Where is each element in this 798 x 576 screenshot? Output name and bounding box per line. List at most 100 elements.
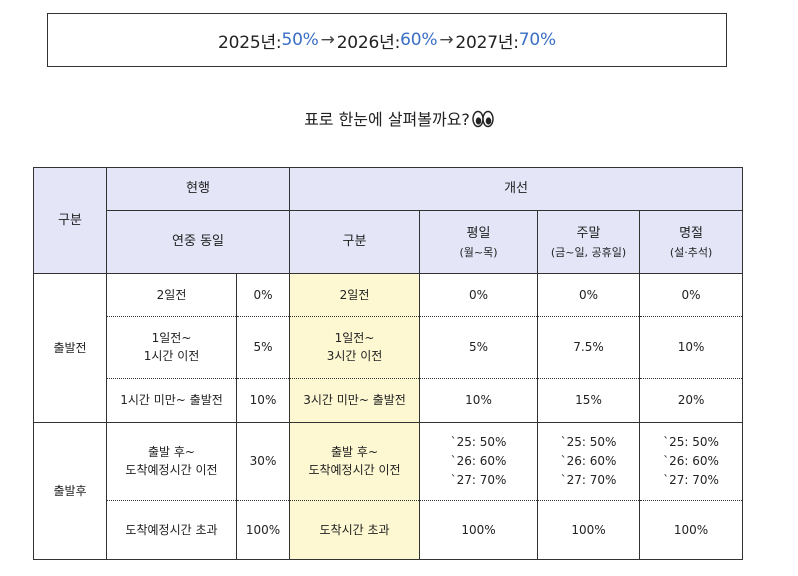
- weekend-fee: 0%: [537, 273, 641, 318]
- weekend-fee: 7.5%: [537, 316, 641, 379]
- weekday-fee-line-1: 5%: [468, 340, 489, 355]
- improved-period-line-1: 1일전~: [334, 330, 375, 345]
- improved-period: 도착시간 초과: [289, 499, 421, 561]
- weekend-fee: 15%: [537, 377, 641, 423]
- header-current: 현행: [105, 166, 291, 212]
- header-row-1: 구분 현행 개선: [33, 166, 744, 275]
- current-fee-line-1: 30%: [249, 453, 277, 468]
- header-holiday-sub: (설·추석): [669, 245, 713, 259]
- current-fee-line-1: 100%: [245, 522, 281, 537]
- header-weekend-sub: (금~일, 공휴일): [550, 245, 627, 259]
- table-row: 출발전 2일전 0% 2일전 0% 0% 0%: [33, 273, 744, 423]
- weekend-fee-line-2: `26: 60%: [560, 453, 617, 468]
- header-current-sub: 연중 동일: [105, 210, 291, 275]
- holiday-fee: 20%: [639, 377, 744, 423]
- current-period-line-1: 1일전~: [151, 330, 192, 345]
- summary-2026-value: 60%: [400, 30, 438, 50]
- summary-arrow-1: →: [320, 30, 335, 50]
- current-fee-line-1: 0%: [253, 288, 273, 303]
- table-row: 1시간 미만~ 출발전 10% 3시간 미만~ 출발전 10% 15% 20%: [34, 377, 744, 423]
- weekend-fee: `25: 50% `26: 60% `27: 70%: [537, 421, 641, 501]
- current-period: 1시간 미만~ 출발전: [106, 377, 237, 423]
- current-fee-line-1: 5%: [253, 340, 273, 355]
- weekday-fee-line-2: `26: 60%: [450, 453, 507, 468]
- holiday-fee-line-1: 0%: [681, 288, 701, 303]
- summary-2025-value: 50%: [281, 30, 319, 50]
- holiday-fee-line-2: `26: 60%: [663, 453, 719, 468]
- weekday-fee: `25: 50% `26: 60% `27: 70%: [419, 421, 539, 501]
- holiday-fee-line-1: 10%: [677, 340, 705, 355]
- current-period-line-2: 도착예정시간 이전: [125, 463, 218, 478]
- current-period-line-1: 1시간 미만~ 출발전: [120, 392, 223, 407]
- weekend-fee-line-1: 7.5%: [573, 340, 604, 355]
- header-improved: 개선: [289, 166, 744, 212]
- current-period: 도착예정시간 초과: [106, 499, 237, 561]
- improved-period: 3시간 미만~ 출발전: [289, 377, 421, 423]
- header-category: 구분: [33, 166, 107, 275]
- current-period: 1일전~ 1시간 이전: [106, 316, 237, 379]
- header-holiday: 명절 (설·추석): [639, 210, 744, 275]
- improved-period: 출발 후~ 도착예정시간 이전: [289, 421, 421, 501]
- improved-period-line-1: 2일전: [339, 288, 370, 303]
- header-weekday-label: 평일: [466, 225, 491, 241]
- summary-box: 2025년: 50% → 2026년: 60% → 2027년: 70%: [47, 13, 727, 67]
- improved-period-line-2: 3시간 이전: [326, 349, 383, 364]
- summary-2026-label: 2026년:: [336, 32, 401, 53]
- holiday-fee: 10%: [639, 316, 744, 379]
- weekend-fee-line-1: 100%: [571, 522, 606, 537]
- summary-arrow-2: →: [439, 30, 454, 50]
- holiday-fee-line-3: `27: 70%: [663, 472, 719, 487]
- weekday-fee: 100%: [419, 499, 539, 561]
- weekday-fee-line-1: 100%: [461, 522, 496, 537]
- weekday-fee-line-3: `27: 70%: [450, 472, 507, 487]
- holiday-fee: `25: 50% `26: 60% `27: 70%: [639, 421, 744, 501]
- weekday-fee-line-1: 0%: [468, 288, 489, 303]
- current-period-line-2: 1시간 이전: [143, 349, 200, 364]
- improved-period-line-1: 3시간 미만~ 출발전: [303, 392, 406, 407]
- summary-2027-label: 2027년:: [455, 32, 519, 53]
- weekend-fee-line-1: 15%: [575, 392, 602, 407]
- header-row-2: 연중 동일 구분 평일 (월~목) 주말 (금~일, 공휴일) 명절 (설·추석…: [34, 210, 744, 275]
- current-period: 2일전: [106, 273, 237, 318]
- eyes-emoji-icon: [472, 110, 494, 128]
- weekend-fee-line-1: `25: 50%: [560, 435, 617, 450]
- holiday-fee: 0%: [639, 273, 744, 318]
- current-fee: 5%: [235, 316, 291, 379]
- current-period-line-1: 도착예정시간 초과: [125, 522, 218, 537]
- header-weekday: 평일 (월~목): [419, 210, 539, 275]
- current-fee: 10%: [235, 377, 291, 423]
- current-fee: 0%: [235, 273, 291, 318]
- subtitle-text: 표로 한눈에 살펴볼까요?: [304, 110, 470, 129]
- weekend-fee-line-1: 0%: [578, 288, 599, 303]
- weekday-fee: 5%: [419, 316, 539, 379]
- group-after-departure: 출발후: [33, 421, 107, 561]
- header-weekend-label: 주말: [576, 225, 601, 241]
- improved-period-line-1: 출발 후~: [331, 444, 379, 459]
- fee-comparison-table: 구분 현행 개선 연중 동일 구분 평일 (월~목) 주말 (금~일, 공휴일)…: [33, 166, 744, 561]
- table-row: 출발후 출발 후~ 도착예정시간 이전 30% 출발 후~ 도착예정시간 이전 `25: 5…: [33, 421, 744, 561]
- holiday-fee-line-1: 100%: [673, 522, 709, 537]
- holiday-fee-line-1: `25: 50%: [663, 435, 719, 450]
- weekday-fee-line-1: `25: 50%: [450, 435, 507, 450]
- improved-period-line-1: 도착시간 초과: [319, 522, 390, 537]
- summary-2025-label: 2025년:: [218, 32, 282, 53]
- weekday-fee-line-1: 10%: [465, 392, 492, 407]
- improved-period: 1일전~ 3시간 이전: [289, 316, 421, 379]
- current-fee-line-1: 10%: [249, 392, 277, 407]
- weekend-fee: 100%: [537, 499, 641, 561]
- header-weekend: 주말 (금~일, 공휴일): [537, 210, 641, 275]
- holiday-fee: 100%: [639, 499, 744, 561]
- group-before-departure: 출발전: [33, 273, 107, 423]
- improved-period: 2일전: [289, 273, 421, 318]
- improved-period-line-2: 도착예정시간 이전: [308, 463, 401, 478]
- holiday-fee-line-1: 20%: [677, 392, 705, 407]
- current-period: 출발 후~ 도착예정시간 이전: [106, 421, 237, 501]
- header-weekday-sub: (월~목): [459, 245, 498, 259]
- weekday-fee: 0%: [419, 273, 539, 318]
- table-row: 도착예정시간 초과 100% 도착시간 초과 100% 100% 100%: [34, 499, 744, 561]
- header-holiday-label: 명절: [679, 225, 703, 241]
- current-period-line-1: 2일전: [156, 288, 187, 303]
- table-row: 1일전~ 1시간 이전 5% 1일전~ 3시간 이전 5% 7.5% 10%: [34, 316, 744, 379]
- weekend-fee-line-3: `27: 70%: [560, 472, 617, 487]
- table-intro-text: 표로 한눈에 살펴볼까요?: [0, 106, 798, 130]
